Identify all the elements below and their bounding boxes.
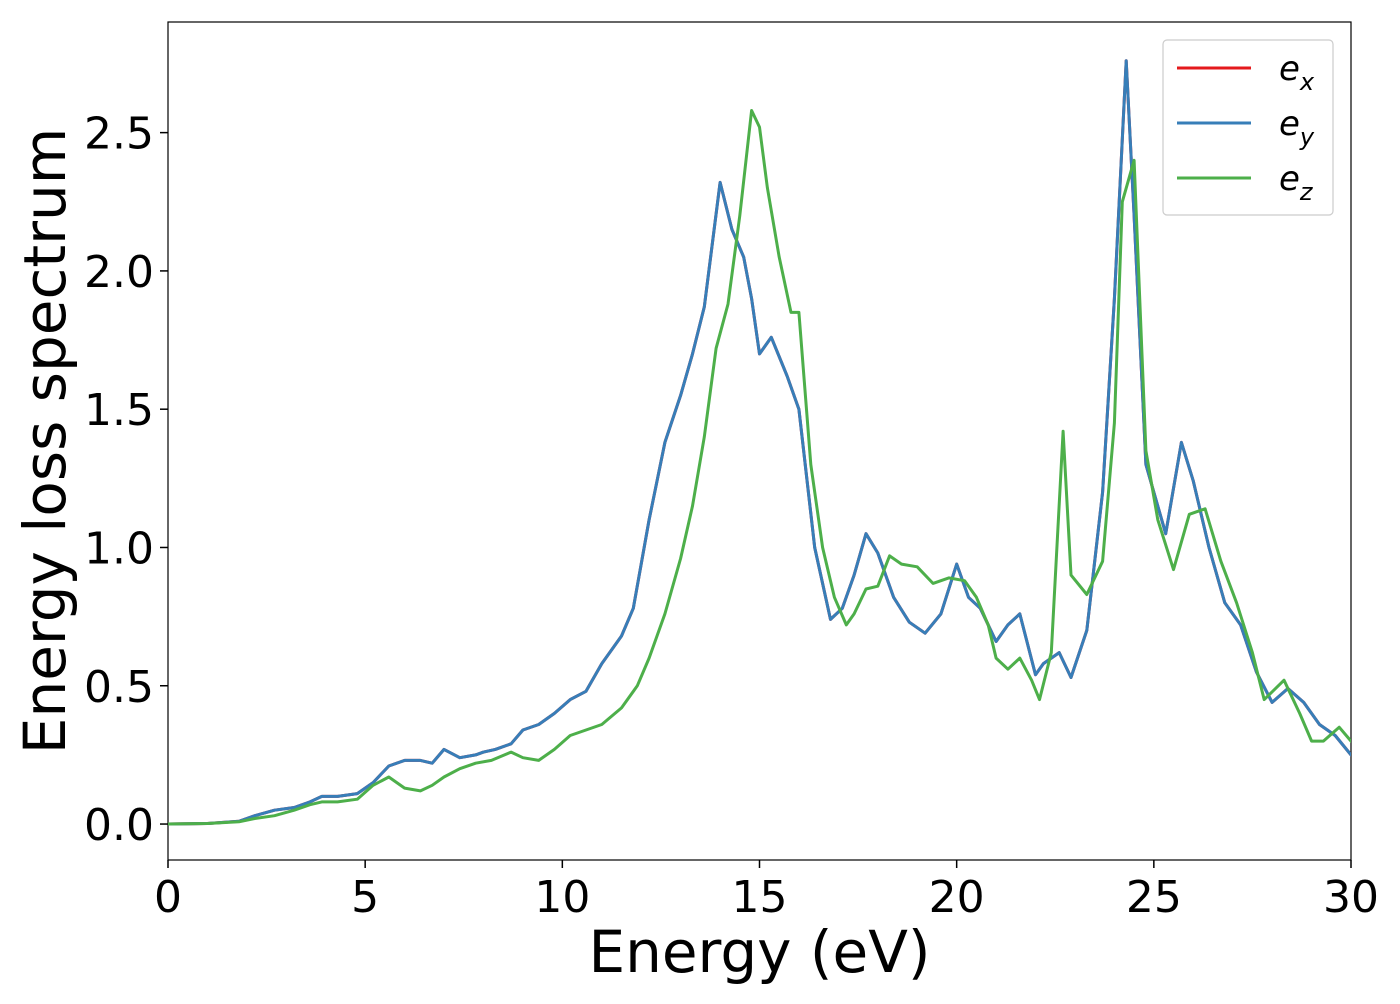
legend-box [1162,39,1334,216]
y-tick-label: 2.0 [84,247,154,298]
y-axis-ticks: 0.0 0.5 1.0 1.5 2.0 2.5 [84,109,168,851]
x-tick-label: 15 [732,872,788,923]
legend-label-subscript: x [1299,68,1315,96]
y-tick-label: 1.0 [84,523,154,574]
x-axis-label: Energy (eV) [588,918,930,986]
legend-label-main: e [1279,159,1300,199]
legend-label-z: ez [1279,159,1314,206]
x-tick-label: 0 [154,872,182,923]
x-tick-label: 5 [351,872,379,923]
legend-label-subscript: y [1299,123,1315,151]
x-tick-label: 30 [1323,872,1379,923]
y-tick-label: 1.5 [84,385,154,436]
y-tick-label: 0.5 [84,662,154,713]
legend-label-subscript: z [1299,178,1314,206]
x-tick-label: 20 [929,872,985,923]
series-line-e-z [168,109,1351,826]
plot-frame [167,21,1352,861]
y-tick-label: 2.5 [84,109,154,160]
x-tick-label: 25 [1126,872,1182,923]
y-axis-label: Energy loss spectrum [11,128,79,754]
legend-label-main: e [1279,49,1300,89]
legend-label-y: ey [1279,104,1315,151]
series-lines [168,59,1351,826]
y-tick-label: 0.0 [84,800,154,851]
legend-label-x: ex [1279,49,1315,96]
x-tick-label: 10 [534,872,590,923]
plot-area [167,21,1352,861]
x-axis-ticks: 0 5 10 15 20 25 30 [154,860,1379,923]
legend-label-main: e [1279,104,1300,144]
